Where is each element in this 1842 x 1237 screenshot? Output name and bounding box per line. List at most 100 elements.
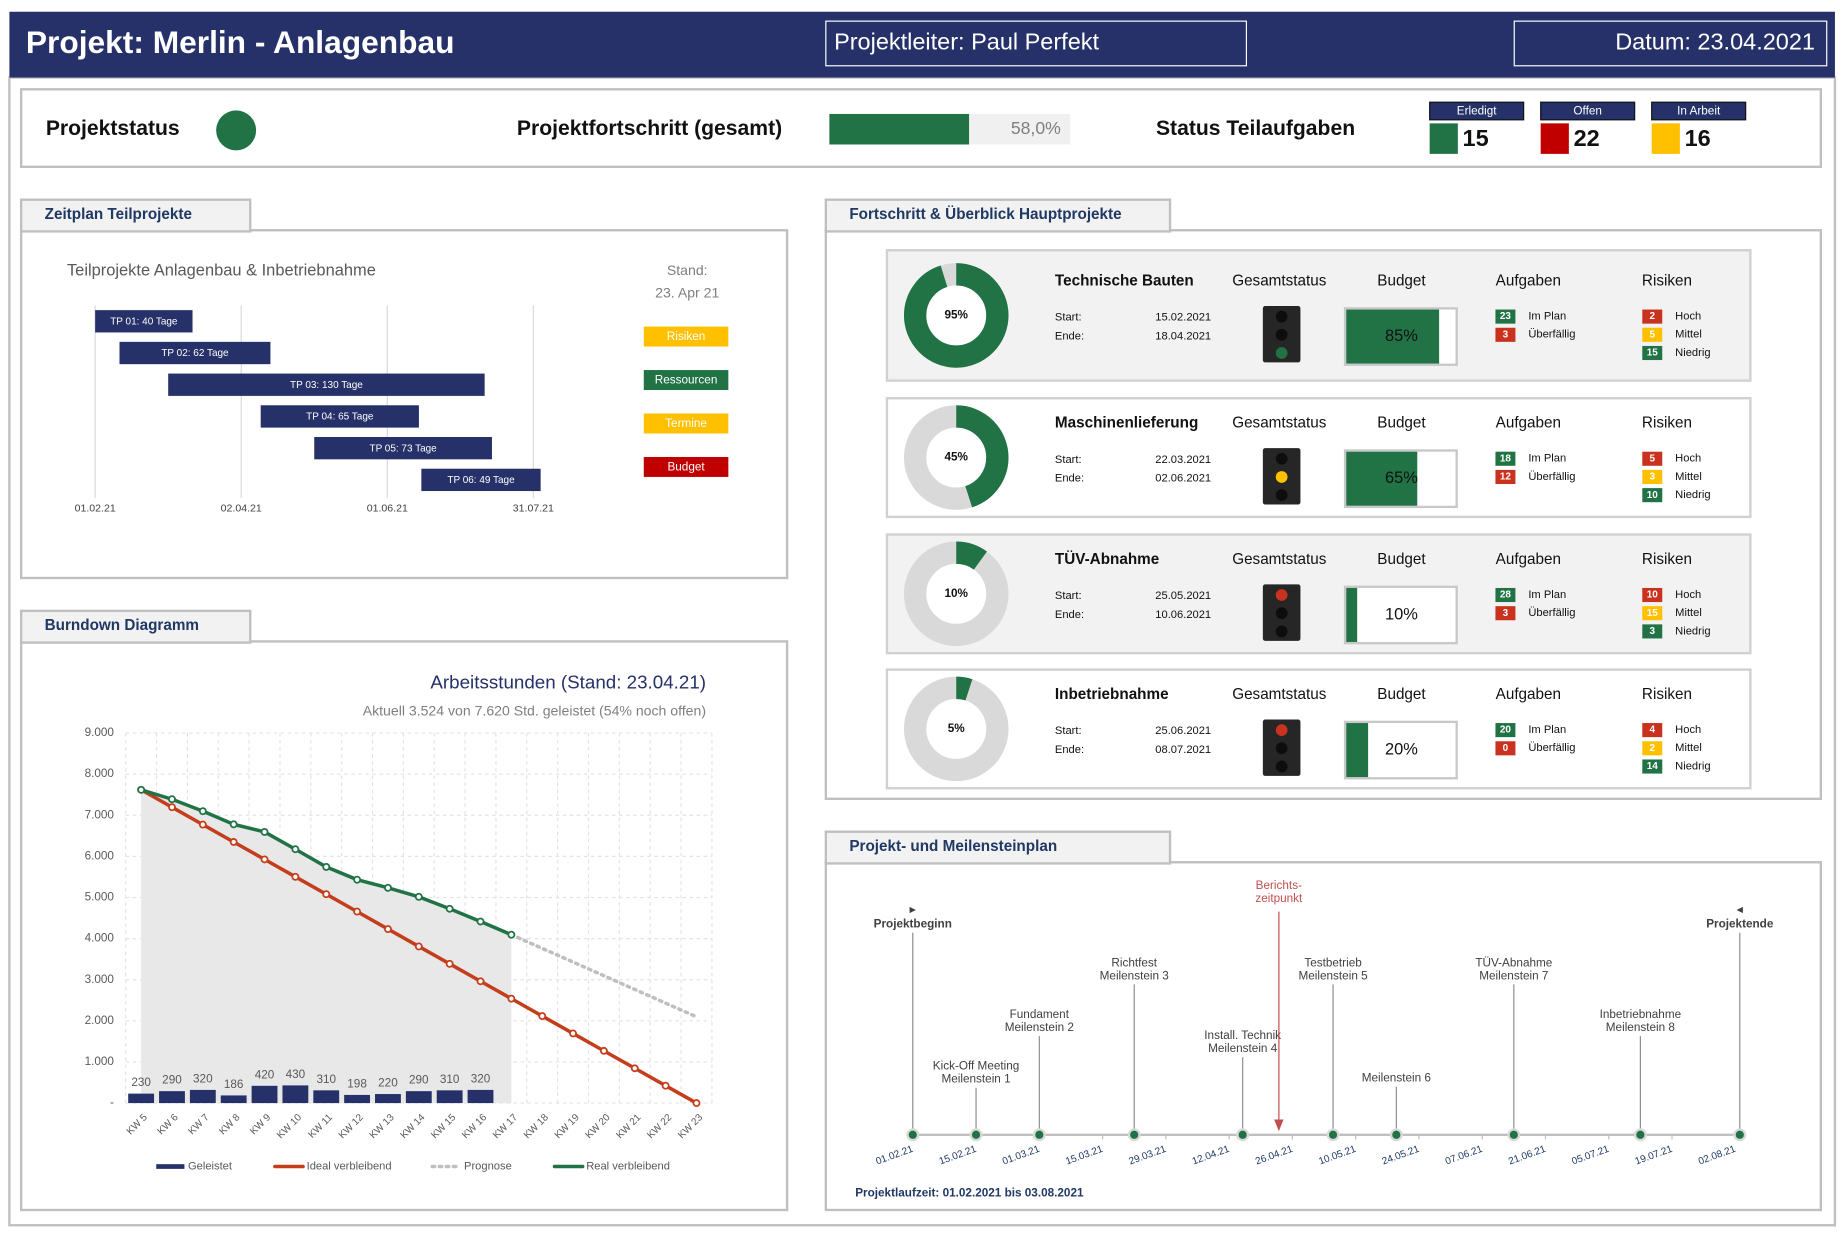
task-header xyxy=(1540,101,1636,121)
risk-label: Niedrig xyxy=(1675,625,1710,637)
task-box xyxy=(1495,451,1516,466)
bar-value-label: 220 xyxy=(378,1077,398,1090)
line xyxy=(509,932,699,1019)
bar xyxy=(467,1089,494,1104)
tag-label: Risiken xyxy=(667,330,705,343)
risk-box xyxy=(1642,327,1663,342)
donut-arc xyxy=(903,405,1009,510)
line-point xyxy=(168,803,176,812)
risk-count: 3 xyxy=(1650,626,1656,637)
milestone-dot xyxy=(1507,1128,1521,1142)
task-box xyxy=(1495,309,1516,324)
donut-arc xyxy=(903,541,1009,647)
area xyxy=(141,789,512,1104)
start-label: Start: xyxy=(1055,454,1082,466)
bar-label: TP 06: 49 Tage xyxy=(447,475,515,486)
risk-count: 2 xyxy=(1650,311,1656,322)
bar-value-label: 198 xyxy=(347,1077,367,1090)
column-header: Gesamtstatus xyxy=(1232,686,1327,703)
donut-arc xyxy=(903,263,1009,368)
line-point xyxy=(168,795,176,804)
line-point xyxy=(322,862,331,871)
project-name: Technische Bauten xyxy=(1055,272,1194,289)
x-tick-label: 31.07.21 xyxy=(513,502,554,514)
lamp xyxy=(1275,310,1288,323)
task-swatch xyxy=(1651,123,1680,154)
risk-box xyxy=(1642,469,1663,484)
header-bar xyxy=(9,11,1835,78)
line-point xyxy=(445,904,454,913)
donut-label: 10% xyxy=(944,587,968,600)
risk-box xyxy=(1642,451,1663,466)
milestone-label: Meilenstein 2 xyxy=(1005,1021,1074,1034)
risk-label: Hoch xyxy=(1675,724,1701,736)
task-header xyxy=(1651,101,1747,121)
line-point xyxy=(291,872,300,881)
tag-label: Budget xyxy=(667,461,705,474)
budget-fill xyxy=(1346,587,1358,642)
task-name: In Arbeit xyxy=(1677,105,1721,118)
line-point xyxy=(229,820,238,829)
bar-label: TP 05: 73 Tage xyxy=(369,443,437,454)
lamp xyxy=(1275,489,1288,502)
line-point xyxy=(384,925,392,933)
risk-box xyxy=(1642,587,1663,603)
milestone-dot xyxy=(1236,1128,1250,1142)
bar xyxy=(282,1085,309,1104)
risk-count: 4 xyxy=(1650,725,1656,736)
bar-value-label: 320 xyxy=(471,1072,491,1085)
panel-title: Burndown Diagramm xyxy=(45,617,199,634)
milestone-label: Testbetrieb xyxy=(1304,956,1362,969)
milestone-label: Richtfest xyxy=(1111,956,1157,969)
lamp xyxy=(1275,471,1288,483)
task-label: Im Plan xyxy=(1528,724,1566,736)
milestone-label: Kick-Off Meeting xyxy=(933,1060,1020,1073)
line-point xyxy=(353,875,362,884)
gantt-bar xyxy=(119,341,271,365)
gantt-bar xyxy=(314,437,492,460)
bar xyxy=(375,1094,401,1104)
tag-label: Ressourcen xyxy=(655,374,718,387)
task-label: Im Plan xyxy=(1528,453,1566,465)
task-count: 20 xyxy=(1500,725,1512,736)
risk-label: Hoch xyxy=(1675,453,1701,465)
risk-box xyxy=(1642,309,1663,324)
task-count: 3 xyxy=(1503,608,1509,619)
lamp xyxy=(1275,452,1288,465)
risk-count: 10 xyxy=(1647,590,1659,601)
bar xyxy=(189,1089,216,1104)
bar-label: TP 02: 62 Tage xyxy=(161,348,229,359)
risk-label: Niedrig xyxy=(1675,347,1710,359)
line-point xyxy=(260,855,269,864)
budget-fill xyxy=(1346,451,1418,506)
start-date: 25.05.2021 xyxy=(1155,590,1211,602)
end-date: 08.07.2021 xyxy=(1155,744,1211,756)
timeline-footer: Projektlaufzeit: 01.02.2021 bis 03.08.20… xyxy=(855,1187,1084,1200)
risk-count: 3 xyxy=(1650,472,1656,483)
risk-label: Mittel xyxy=(1675,471,1702,483)
milestone-dot xyxy=(1389,1128,1403,1142)
report-label: zeitpunkt xyxy=(1255,892,1303,905)
milestone-dot xyxy=(1326,1128,1340,1142)
task-count: 12 xyxy=(1500,472,1512,483)
y-tick-label: 8.000 xyxy=(85,767,115,780)
task-label: Im Plan xyxy=(1528,589,1566,601)
line-point xyxy=(692,1099,701,1108)
risk-box xyxy=(1642,624,1663,639)
line-point xyxy=(353,907,362,916)
column-header: Budget xyxy=(1377,272,1426,289)
milestone-dot xyxy=(906,1128,920,1142)
project-card xyxy=(885,397,1752,519)
risk-box xyxy=(1642,759,1663,774)
end-label: Ende: xyxy=(1055,331,1084,343)
chart-title: Teilprojekte Anlagenbau & Inbetriebnahme xyxy=(67,262,376,280)
end-label: Ende: xyxy=(1055,609,1084,621)
end-marker: ► xyxy=(908,904,918,916)
bar-label: TP 01: 40 Tage xyxy=(110,317,178,328)
line-point xyxy=(198,807,207,816)
milestone-label: Meilenstein 8 xyxy=(1606,1021,1676,1034)
end-marker: ◄ xyxy=(1735,904,1745,916)
y-tick-label: 3.000 xyxy=(85,973,115,986)
panel-tab xyxy=(19,198,252,233)
gantt-bar xyxy=(421,468,541,492)
